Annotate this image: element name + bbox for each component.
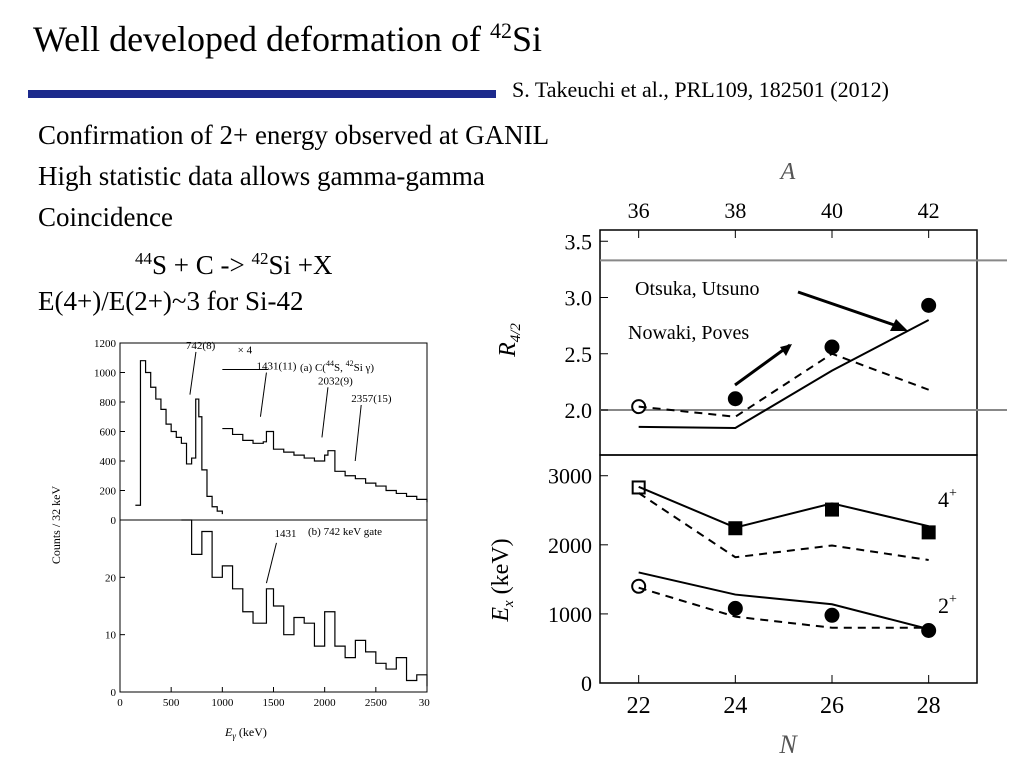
panel-b-ytick-label: 10	[105, 630, 117, 642]
ex-ytick-label: 0	[581, 671, 592, 696]
reference-citation: S. Takeuchi et al., PRL109, 182501 (2012…	[512, 77, 889, 102]
panel-b-label: (b) 742 keV gate	[308, 526, 382, 538]
ex-panel: 0 1000 2000 3000 22 24 26 28	[548, 454, 978, 719]
bullet-1: Confirmation of 2+ energy observed at GA…	[38, 120, 550, 150]
ex-data-point	[727, 600, 743, 616]
reaction-part-2: Si +X	[268, 250, 333, 280]
ex-ytick-label: 3000	[548, 464, 592, 489]
spectrum-a-series-1	[222, 427, 428, 503]
reaction-sup-2: 42	[251, 249, 269, 268]
ex-dashed-line	[638, 492, 929, 562]
peak-arrow	[265, 542, 277, 584]
top-xtick-label: 38	[724, 198, 746, 223]
ex-xtick-label: 28	[917, 693, 941, 719]
spectrum-panel-a: 0 200 400 600 800 1000 1200 × 4 742(8) 1431(11) 20…	[94, 338, 428, 527]
r42-ylabel: R4/2	[495, 323, 524, 358]
ex-ylabel: Ex (keV)	[488, 538, 517, 622]
ex-dashed-line	[638, 586, 929, 629]
r42-ytick-label: 3.0	[565, 286, 593, 311]
panel-a-ytick-label: 1200	[94, 338, 117, 350]
panel-b-xtick-label: 1000	[211, 697, 234, 709]
ex-xtick-label: 24	[723, 693, 747, 719]
ex-xtick-label: 22	[627, 693, 651, 719]
annotation-otsuka: Otsuka, Utsuno	[635, 278, 759, 300]
annotation-arrow	[734, 343, 791, 387]
panel-b-xtick-label: 500	[163, 697, 180, 709]
spectrum-b-series-0	[181, 519, 428, 687]
ex-solid-line	[638, 571, 929, 631]
panel-b-xtick-label: 0	[117, 697, 123, 709]
panel-b-xtick-label: 2500	[365, 697, 388, 709]
top-xtick-label: 40	[821, 198, 843, 223]
panel-a-ytick-label: 800	[100, 397, 117, 409]
bottom-axis-label: N	[778, 730, 798, 759]
panel-a-ytick-label: 400	[100, 456, 117, 468]
annotation-arrow	[797, 290, 901, 329]
ex-data-point	[921, 622, 937, 638]
title-rule	[28, 90, 496, 98]
ex-frame	[599, 454, 978, 684]
state-label-2plus: 2+	[938, 592, 957, 618]
panel-a-ytick-label: 600	[100, 427, 117, 439]
scale-note: × 4	[238, 344, 253, 356]
title-text: Well developed deformation of	[33, 19, 490, 59]
top-xtick-label: 36	[628, 198, 650, 223]
r42-ytick-label: 2.0	[565, 398, 593, 423]
r42-data-point	[921, 297, 937, 313]
slide-title: Well developed deformation of 42Si	[33, 18, 542, 60]
bullet-2: High statistic data allows gamma-gamma	[38, 161, 485, 191]
ex-data-point	[921, 525, 936, 540]
r42-data-point	[824, 339, 840, 355]
r42-data-point	[727, 391, 743, 407]
panel-b-ytick-label: 0	[111, 687, 117, 699]
reaction-part-1: S + C ->	[152, 250, 252, 280]
top-axis-label: A	[779, 159, 796, 185]
r42-ytick-label: 3.5	[565, 229, 593, 254]
peak-arrow	[259, 372, 267, 417]
annotation-arrowhead	[780, 344, 792, 356]
bullet-3: Coincidence	[38, 202, 173, 232]
panel-a-label: (a) C(44S, 42Si γ)	[300, 359, 374, 374]
panel-b-xtick-label: 1500	[263, 697, 286, 709]
ex-ytick-label: 2000	[548, 533, 592, 558]
panel-a-ytick-label: 0	[111, 515, 117, 527]
annotation-nowaki: Nowaki, Poves	[628, 322, 749, 344]
peak-arrow	[321, 387, 329, 438]
systematics-figure: 2.0 2.5 3.0 3.5 36 38 40 42 0 1000 2000 3000 22 24 26…	[488, 159, 1007, 759]
title-superscript: 42	[489, 18, 512, 43]
ex-solid-line	[638, 485, 929, 529]
peak-label: 2032(9)	[318, 375, 353, 387]
peak-label: 2357(15)	[351, 393, 392, 405]
reaction-equation: 44S + C -> 42Si +X	[135, 250, 332, 281]
panel-b-xtick-label: 300	[419, 697, 430, 709]
r42-ytick-label: 2.5	[565, 342, 593, 367]
spectrum-ylabel: Counts / 32 keV	[50, 486, 63, 565]
peak-label: 1431(11)	[256, 361, 296, 373]
panel-a-ytick-label: 1000	[94, 368, 117, 380]
r42-solid-line	[638, 319, 930, 430]
state-label-4plus: 4+	[938, 486, 957, 512]
ex-xtick-label: 26	[820, 693, 844, 719]
r42-dashed-line	[638, 352, 930, 418]
peak-arrow	[189, 351, 197, 395]
peak-label: 1431	[274, 528, 296, 540]
ex-ytick-label: 1000	[548, 602, 592, 627]
panel-a-ytick-label: 200	[100, 486, 117, 498]
top-xtick-label: 42	[918, 198, 940, 223]
peak-arrow	[354, 404, 362, 462]
spectrum-xlabel: Eγ (keV)	[224, 725, 267, 741]
reaction-sup-1: 44	[135, 249, 152, 268]
ex-data-point	[631, 578, 647, 594]
spectrum-a-series-0	[135, 360, 223, 515]
panel-b-xtick-label: 2000	[314, 697, 337, 709]
ratio-statement: E(4+)/E(2+)~3 for Si-42	[38, 286, 304, 316]
panel-b-ytick-label: 20	[105, 572, 117, 584]
title-tail: Si	[511, 19, 542, 59]
ex-data-point	[824, 607, 840, 623]
peak-label: 742(8)	[186, 340, 216, 352]
spectrum-panel-b: 0 10 20 0 500 1000 1500 2000 2500 300 1431	[105, 519, 430, 709]
annotation-arrowhead	[890, 319, 908, 331]
